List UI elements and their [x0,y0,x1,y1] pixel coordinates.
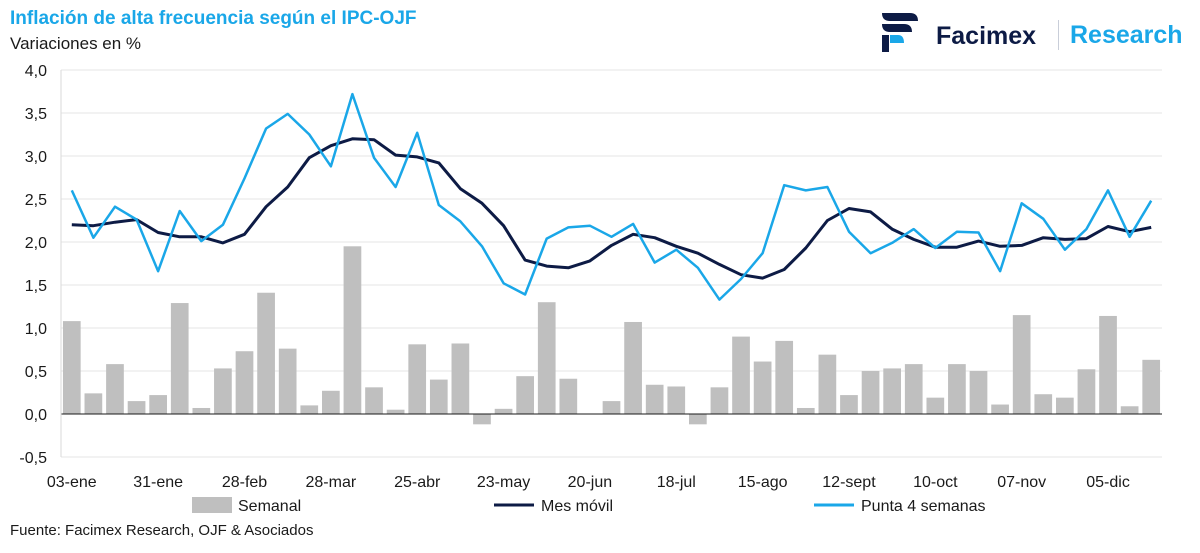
semanal-bar [1077,369,1096,414]
semanal-bar [818,354,837,414]
semanal-bar [494,408,513,414]
semanal-bar [602,401,621,414]
semanal-bar [645,384,664,414]
x-tick-label: 15-ago [738,474,788,491]
mes-movil-line [71,137,1152,280]
semanal-bar [904,364,923,414]
semanal-bar [732,336,750,414]
semanal-bar [1120,406,1139,414]
semanal-bar [257,292,275,414]
chart-title: Inflación de alta frecuencia según el IP… [10,8,417,29]
y-tick-label: 1,0 [25,321,47,338]
x-tick-label: 23-may [477,474,530,491]
semanal-bar [926,397,945,414]
semanal-bar [710,387,729,414]
semanal-bar [62,321,81,414]
brand-research: Research [1070,21,1183,49]
legend-label-punta: Punta 4 semanas [861,498,986,515]
chart-subtitle: Variaciones en % [10,34,142,53]
semanal-bar [775,340,794,414]
y-tick-label: 0,5 [25,364,47,381]
semanal-bar [667,386,686,414]
semanal-bar [473,414,491,425]
legend-label-mes-movil: Mes móvil [541,498,613,515]
y-tick-label: 4,0 [25,63,47,80]
y-tick-label: -0,5 [19,450,47,467]
semanal-bar [861,371,880,414]
y-tick-label: 2,0 [25,235,47,252]
semanal-bar [883,368,901,414]
semanal-bar [343,246,362,414]
semanal-bar [235,351,254,414]
semanal-bar [429,379,448,414]
x-tick-label: 18-jul [657,474,696,491]
semanal-bar [840,395,858,414]
x-tick-label: 28-feb [222,474,267,491]
semanal-bar [170,303,189,414]
brand-name: Facimex [936,22,1037,50]
semanal-bar [149,395,167,414]
y-axis-ticks: 4,0 3,5 3,0 2,5 2,0 1,5 1,0 0,5 0,0 -0,5 [19,63,47,467]
semanal-bar [451,343,470,414]
semanal-bar [1142,359,1161,414]
semanal-bar [1056,397,1074,414]
semanal-bar [537,302,556,414]
brand-header: Facimex Research [880,10,1192,58]
x-tick-label: 20-jun [568,474,612,491]
semanal-bar [192,407,211,414]
semanal-bar [948,364,966,414]
x-tick-label: 25-abr [394,474,441,491]
semanal-bar [322,390,340,414]
x-tick-label: 07-nov [997,474,1046,491]
legend-swatch-semanal [192,497,232,513]
semanal-bars [62,246,1161,425]
y-tick-label: 3,5 [25,106,47,123]
facimex-logo-icon [882,13,918,52]
semanal-bar [753,361,772,414]
semanal-bar [1034,394,1053,414]
semanal-bar [106,364,124,414]
semanal-bar [689,414,707,425]
x-tick-label: 31-ene [133,474,183,491]
semanal-bar [991,404,1009,414]
semanal-bar [1099,315,1117,414]
x-tick-label: 05-dic [1086,474,1130,491]
semanal-bar [365,387,383,414]
y-tick-label: 1,5 [25,278,47,295]
x-tick-label: 10-oct [913,474,958,491]
semanal-bar [969,371,988,414]
y-tick-label: 3,0 [25,149,47,166]
x-tick-label: 03-ene [47,474,97,491]
source-note: Fuente: Facimex Research, OJF & Asociado… [10,522,314,539]
semanal-bar [386,409,405,414]
x-tick-label: 12-sept [822,474,876,491]
semanal-bar [559,378,578,414]
semanal-bar [84,393,103,414]
semanal-bar [300,405,319,414]
y-tick-label: 0,0 [25,407,47,424]
brand-separator [1058,20,1059,50]
semanal-bar [214,368,232,414]
chart-legend: Semanal Mes móvil Punta 4 semanas [192,497,986,515]
semanal-bar [796,407,815,414]
semanal-bar [624,321,642,414]
x-tick-label: 28-mar [306,474,357,491]
semanal-bar [408,344,427,414]
y-tick-label: 2,5 [25,192,47,209]
semanal-bar [516,376,534,414]
semanal-bar [1012,315,1031,414]
semanal-bar [127,401,146,414]
legend-label-semanal: Semanal [238,498,301,515]
x-axis-ticks: 03-ene 31-ene 28-feb 28-mar 25-abr 23-may 20-j… [47,474,1130,491]
punta-4-semanas-line [70,92,1153,301]
semanal-bar [278,348,297,414]
